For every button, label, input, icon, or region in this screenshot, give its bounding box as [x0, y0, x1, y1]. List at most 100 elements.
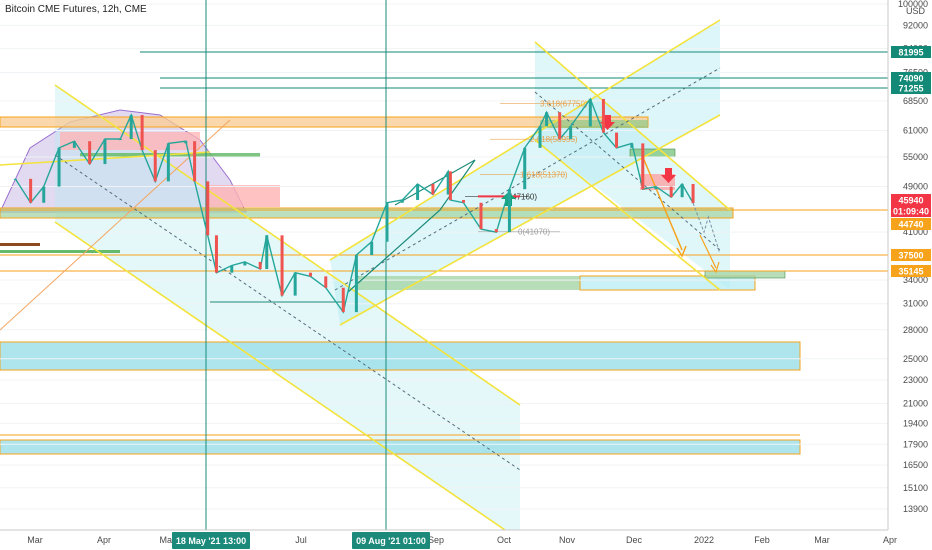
ascending-midline: [334, 67, 721, 291]
price-badge-6[interactable]: [891, 249, 931, 261]
projection-path: [692, 202, 720, 252]
y-tick-label-17: 16500: [903, 460, 928, 470]
candle-5: [88, 141, 92, 165]
time-marker-badge-1[interactable]: [352, 532, 430, 549]
x-tick-label-7: Dec: [626, 535, 643, 545]
target-arrowhead-icon: [676, 245, 687, 258]
candle-49: [680, 183, 684, 198]
candle-10: [153, 150, 157, 182]
y-tick-label-16: 17900: [903, 439, 928, 449]
price-badge-5[interactable]: [891, 218, 931, 230]
price-badge-1[interactable]: [891, 72, 931, 84]
x-tick-label-8: 2022: [694, 535, 714, 545]
price-badge-label-7: 35145: [898, 267, 923, 277]
green-zone-oct: [540, 120, 648, 128]
candle-9: [140, 115, 144, 151]
channel-line-5: [534, 139, 721, 291]
candle-25: [354, 255, 358, 313]
down-arrow-icon: [661, 168, 676, 183]
y-tick-label-5: 61000: [903, 125, 928, 135]
candle-47: [654, 186, 658, 190]
candle-31: [446, 171, 450, 195]
x-tick-label-2: May: [159, 535, 177, 545]
candle-22: [308, 272, 312, 277]
price-badge-7[interactable]: [891, 265, 931, 277]
candle-34: [479, 202, 483, 230]
price-badge-label-5: 44740: [898, 220, 923, 230]
y-tick-label-4: 68500: [903, 96, 928, 106]
time-marker-badge-0[interactable]: [172, 532, 250, 549]
zone-35145-blue[interactable]: [579, 275, 756, 291]
channel-line-1: [54, 221, 506, 531]
support-zone-25000[interactable]: [0, 341, 801, 371]
candle-36: [507, 189, 511, 233]
zone-35145-right[interactable]: [704, 270, 786, 279]
price-series: [13, 97, 720, 314]
channel-line-4: [534, 41, 731, 211]
candle-40: [558, 112, 562, 140]
y-tick-label-8: 41000: [903, 227, 928, 237]
candle-17: [243, 261, 247, 266]
x-tick-label-9: Feb: [754, 535, 770, 545]
target-arrowhead-icon: [710, 261, 720, 274]
currency-label: USD: [906, 6, 926, 16]
y-tick-label-19: 13900: [903, 504, 928, 514]
x-tick-label-0: Mar: [27, 535, 43, 545]
candle-38: [538, 126, 542, 148]
candle-42: [588, 98, 592, 127]
fib-label-2: 1.618(51370): [520, 170, 568, 179]
candle-27: [385, 202, 389, 242]
candle-44: [615, 132, 619, 148]
candle-43: [601, 98, 605, 133]
price-badge-label-6: 37500: [898, 251, 923, 261]
support-zone-17900[interactable]: [0, 439, 801, 455]
y-tick-label-7: 49000: [903, 182, 928, 192]
price-badge-4[interactable]: [891, 205, 931, 217]
target-arrow-line: [641, 154, 683, 251]
price-badge-2[interactable]: [891, 82, 931, 94]
candle-20: [280, 235, 284, 296]
candle-35: [494, 229, 498, 233]
price-badge-3[interactable]: [891, 194, 931, 206]
x-tick-label-10: Mar: [814, 535, 830, 545]
price-badge-label-0: 81995: [898, 48, 923, 58]
orange-trendline: [0, 119, 231, 331]
candle-14: [206, 181, 210, 236]
y-tick-label-6: 55000: [903, 152, 928, 162]
candle-32: [448, 171, 452, 200]
y-tick-label-10: 31000: [903, 299, 928, 309]
candle-33: [462, 199, 466, 203]
target-arrow-line-2: [699, 234, 717, 269]
axis-labels: 1000009200084000765006850061000550004900…: [27, 0, 931, 549]
candle-45: [630, 143, 634, 148]
time-marker-label-1: 09 Aug '21 01:00: [356, 536, 426, 546]
candle-41: [569, 126, 573, 140]
descending-channel-fill: [55, 85, 520, 530]
candle-11: [166, 143, 170, 182]
y-tick-label-11: 28000: [903, 325, 928, 335]
fib-label-1: 2.618(58955): [530, 135, 578, 144]
drawings-background: [0, 20, 801, 530]
gridlines: [0, 3, 888, 510]
x-tick-label-11: Apr: [883, 535, 897, 545]
y-tick-label-18: 15100: [903, 483, 928, 493]
x-tick-label-4: Sep: [428, 535, 444, 545]
zone-35145-green[interactable]: [355, 276, 580, 290]
y-tick-label-1: 92000: [903, 20, 928, 30]
price-badge-0[interactable]: [891, 46, 931, 58]
chart-title: Bitcoin CME Futures, 12h, CME: [5, 4, 147, 15]
price-line: [14, 97, 694, 314]
candle-39: [545, 112, 549, 127]
zone-44740[interactable]: [0, 207, 734, 219]
candle-46: [641, 143, 645, 190]
y-tick-label-13: 23000: [903, 375, 928, 385]
candle-23: [324, 276, 328, 288]
candle-7: [118, 139, 122, 141]
candle-48: [669, 186, 673, 198]
red-zone-top[interactable]: [60, 132, 200, 150]
price-badge-label-2: 71255: [898, 84, 923, 94]
candle-19: [265, 235, 269, 270]
candle-29: [416, 183, 420, 200]
